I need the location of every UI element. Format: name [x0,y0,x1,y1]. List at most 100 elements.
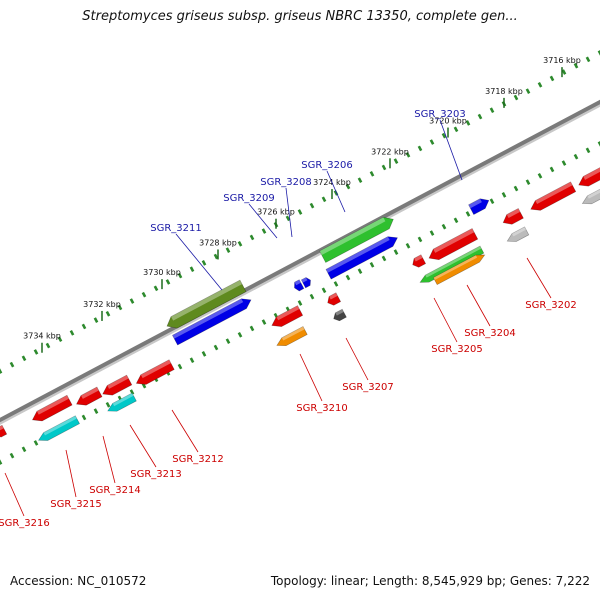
gene-arrow-sgr3208[interactable] [300,276,312,289]
gene-arrow-sgr3204[interactable] [432,251,486,286]
scale-dots-lower [561,160,567,166]
gene-arrow-sgr3206b[interactable] [325,233,400,280]
genome-backbone [0,99,600,423]
leader-line [248,203,278,239]
leader-line [285,187,293,238]
scale-dots-upper [357,177,363,184]
leader-line [439,119,463,181]
leader-line [175,233,223,291]
gene-label-top[interactable]: SGR_3206 [301,160,353,171]
gene-arrow-sgr3206[interactable] [319,214,397,263]
scale-dots-upper [0,368,3,374]
scale-dots-upper [189,266,195,273]
leader-line [129,424,157,468]
gene-arrow-sgr3214[interactable] [74,386,103,409]
gene-arrow-sgr3211[interactable] [164,279,247,332]
scale-dots-upper [213,253,219,260]
gene-arrow-sgr3207[interactable] [325,292,342,307]
gene-arrow-sgr3203[interactable] [468,195,492,215]
gene-label-top[interactable]: SGR_3208 [260,177,312,188]
gene-arrow-sgr3209[interactable] [292,279,305,293]
scale-dots-upper [381,164,387,171]
gene-label-bottom[interactable]: SGR_3213 [130,469,182,480]
scale-dots-upper [549,75,555,82]
gene-label-bottom[interactable]: SGR_3205 [431,344,483,355]
leader-line [299,353,323,402]
gene-arrow-sgr3202a[interactable] [501,208,524,227]
scale-dots-upper [345,183,351,190]
gene-label-bottom[interactable]: SGR_3215 [50,499,102,510]
gene-label-top[interactable]: SGR_3203 [414,109,466,120]
scale-dots-upper [453,126,459,133]
scale-dots-lower [585,147,591,154]
kbp-tick-label: 3732 kbp [83,300,121,309]
scale-dots-upper [9,361,15,368]
gene-arrow-sgr3211b[interactable] [172,295,253,346]
scale-dots-upper [105,310,111,317]
gene-arrow-sgr3215[interactable] [30,394,73,424]
scale-dots-lower [81,414,87,421]
gene-arrow-sgr3205a[interactable] [410,254,427,269]
scale-dots-upper [261,228,267,234]
leader-line [102,435,116,484]
gene-arrow-sgr3213b[interactable] [106,392,137,415]
scale-dots-lower [513,185,519,192]
scale-dots-upper [573,62,579,69]
leader-line [466,284,491,327]
scale-dots-lower [141,382,147,389]
scale-dots-upper [441,132,447,139]
gene-label-bottom[interactable]: SGR_3207 [342,382,394,393]
kbp-tick-label: 3716 kbp [543,56,581,65]
scale-dots-upper [117,304,123,311]
leader-line [345,337,369,381]
scale-dots-upper [177,272,183,279]
gene-arrow-sgr3202b[interactable] [505,226,530,245]
scale-dots-lower [129,389,135,395]
leader-line [65,449,77,498]
scale-dots-upper [465,120,471,126]
gene-label-top[interactable]: SGR_3211 [150,223,202,234]
gene-label-bottom[interactable]: SGR_3204 [464,328,516,339]
scale-dots-upper [561,69,567,75]
gene-arrow-sgr3210b[interactable] [275,326,308,350]
scale-dots-upper [393,158,399,164]
scale-dots-lower [345,274,351,281]
kbp-tick-label: 3734 kbp [23,332,61,341]
gene-arrow-sgr3201b[interactable] [580,187,600,207]
gene-arrow-sgr3202[interactable] [528,181,577,214]
scale-dots-lower [381,255,387,262]
gene-arrow-sgr3212[interactable] [134,359,175,388]
scale-dots-lower [225,338,231,344]
gene-arrow-sgr3204b[interactable] [418,245,485,286]
gene-label-bottom[interactable]: SGR_3214 [89,485,141,496]
scale-dots-upper [57,336,63,343]
gene-arrow-sgr3216[interactable] [0,424,8,439]
map-title: Streptomyces griseus subsp. griseus NBRC… [82,9,518,24]
scale-dots-lower [429,230,435,236]
scale-dots-upper [33,349,39,355]
gene-arrow-sgr3215b[interactable] [36,415,80,445]
scale-dots-lower [9,452,15,459]
gene-arrow-sgr3201[interactable] [576,165,600,190]
scale-dots-lower [177,363,183,370]
gene-arrow-sgr3213[interactable] [100,374,133,399]
scale-dots-lower [441,223,447,230]
kbp-tick-label: 3726 kbp [257,208,295,217]
scale-dots-upper [489,107,495,114]
gene-arrow-sgr3207b[interactable] [332,308,347,323]
gene-label-bottom[interactable]: SGR_3212 [172,454,224,465]
accession-text: Accession: NC_010572 [10,574,147,588]
scale-dots-upper [69,330,75,336]
scale-dots-lower [249,325,255,332]
gene-arrow-sgr3205[interactable] [426,228,479,264]
gene-label-bottom[interactable]: SGR_3202 [525,300,577,311]
scale-dots-lower [465,211,471,217]
scale-dots-lower [549,166,555,173]
gene-label-top[interactable]: SGR_3209 [223,193,275,204]
gene-label-bottom[interactable]: SGR_3210 [296,403,348,414]
gene-arrow-sgr3210[interactable] [269,305,304,331]
gene-label-bottom[interactable]: SGR_3216 [0,518,50,529]
topology-text: Topology: linear; Length: 8,545,929 bp; … [270,574,590,588]
scale-dots-lower [597,141,600,147]
